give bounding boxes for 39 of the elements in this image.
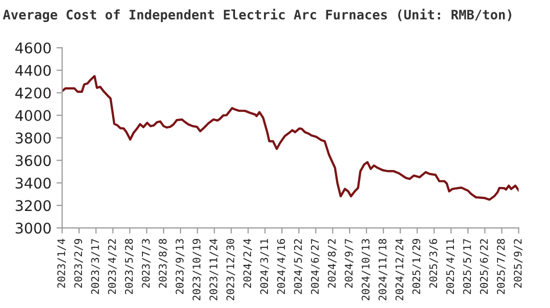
x-tick-label: 2023/4/22 xyxy=(108,239,117,294)
x-tick-label: 2024/11/18 xyxy=(378,239,388,300)
y-tick-label: 3800 xyxy=(16,132,51,144)
chart-title: Average Cost of Independent Electric Arc Furnaces (Unit: RMB/ton) xyxy=(2,8,512,22)
x-tick-label: 2023/2/9 xyxy=(74,239,83,288)
x-tick-label: 2023/3/17 xyxy=(91,239,100,294)
x-tick-label: 2023/5/28 xyxy=(124,239,134,294)
x-tick-label: 2023/1/4 xyxy=(57,238,66,288)
y-tick-label: 3200 xyxy=(16,200,51,212)
x-tick-label: 2024/8/2 xyxy=(328,239,337,288)
y-tick-label: 4200 xyxy=(15,88,51,99)
x-tick-label: 2023/9/13 xyxy=(176,239,184,294)
x-tick-label: 2025/1/29 xyxy=(412,239,422,294)
y-tick-label: 3600 xyxy=(16,155,51,166)
x-tick-label: 2024/3/11 xyxy=(260,239,269,294)
x-tick-label: 2025/3/6 xyxy=(429,239,438,288)
line-series xyxy=(62,75,519,201)
x-tick-label: 2024/10/13 xyxy=(362,239,370,300)
x-tick-label: 2023/7/3 xyxy=(142,239,151,288)
x-tick-label: 2025/7/28 xyxy=(496,239,506,294)
x-tick-label: 2024/5/22 xyxy=(294,239,303,294)
y-tick-label: 4400 xyxy=(15,64,51,76)
x-tick-label: 2024/2/4 xyxy=(243,238,252,288)
y-tick-label: 4000 xyxy=(15,110,51,122)
x-tick-label: 2023/12/30 xyxy=(226,239,236,300)
y-tick-label: 3400 xyxy=(16,178,51,189)
y-tick-label: 4600 xyxy=(15,42,51,54)
x-tick-label: 2023/8/8 xyxy=(158,239,168,288)
x-tick-label: 2025/5/17 xyxy=(463,239,472,294)
y-tick-label: 3000 xyxy=(16,222,51,234)
x-tick-label: 2023/10/19 xyxy=(192,239,202,300)
x-tick-label: 2025/6/22 xyxy=(480,239,489,294)
x-tick-label: 2025/9/2 xyxy=(514,239,523,288)
x-tick-label: 2024/4/16 xyxy=(277,239,286,294)
x-tick-label: 2023/11/24 xyxy=(209,238,218,300)
x-tick-label: 2025/4/11 xyxy=(446,239,455,294)
x-tick-label: 2024/12/24 xyxy=(395,238,404,300)
x-tick-label: 2024/9/7 xyxy=(344,239,354,288)
x-tick-label: 2024/6/27 xyxy=(310,239,320,294)
